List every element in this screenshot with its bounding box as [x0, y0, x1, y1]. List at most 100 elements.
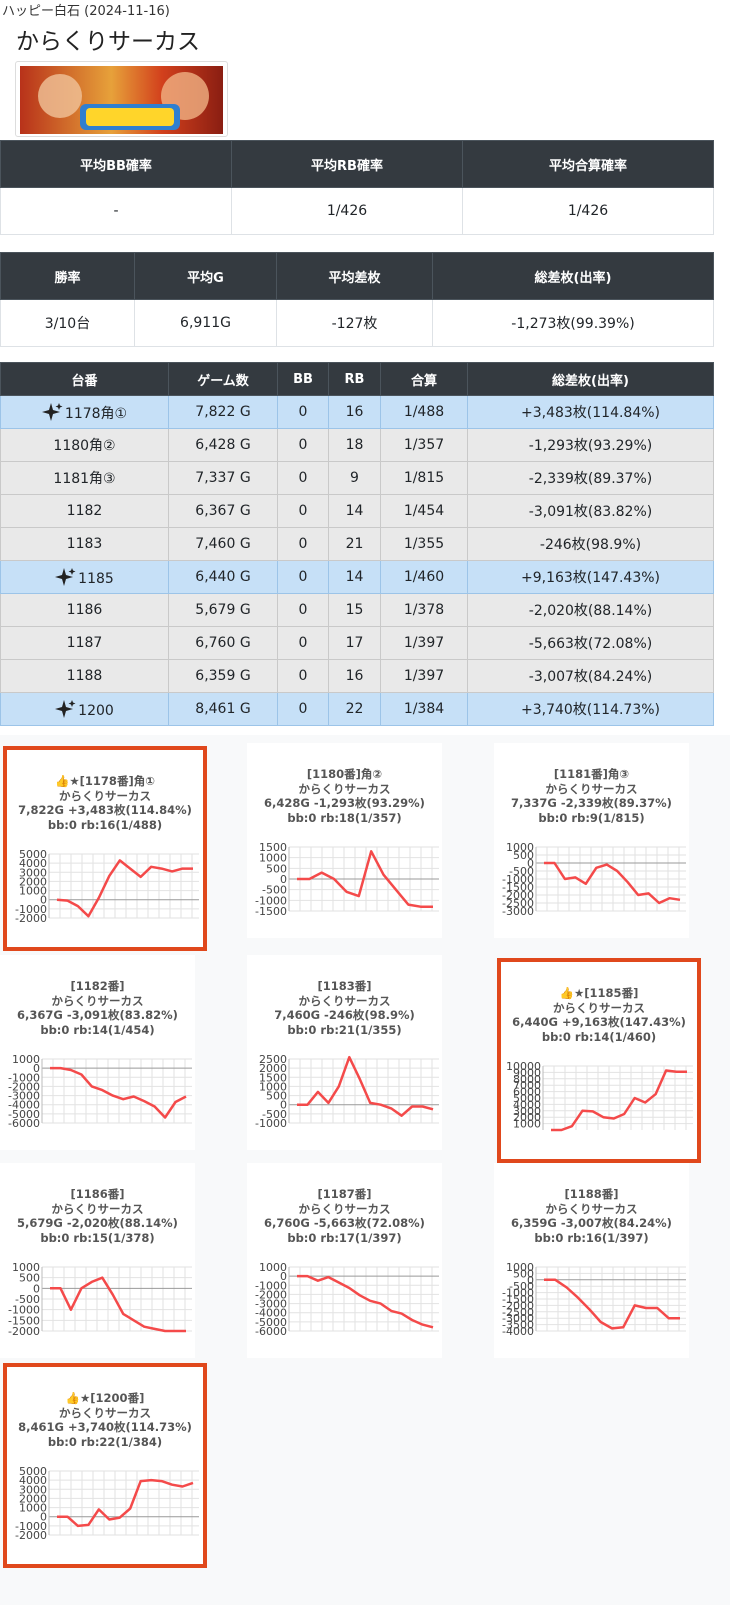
sparkle-shape [55, 700, 76, 718]
card-bb: bb:0 rb:14(1/460) [541, 1029, 657, 1044]
cell-text: 1/357 [403, 437, 445, 453]
y-tick-label: 5000 [513, 1092, 541, 1105]
card-title: [1182番] [70, 979, 125, 993]
data-row: 1181角③ 7,337 G 0 9 1/815 -2,339枚(89.37%) [0, 461, 714, 495]
data-row: 1178角① 7,822 G 0 16 1/488 +3,483枚(114.84%) [0, 395, 714, 429]
data-cell: 3/10台 [0, 299, 135, 347]
card-bb: bb:0 rb:14(1/454) [40, 1022, 155, 1037]
cell-text: 1/384 [403, 701, 445, 717]
y-tick-label: 1000 [259, 1080, 287, 1093]
y-tick-label: -1500 [255, 905, 287, 918]
cell-text: 1188 [66, 668, 103, 684]
data-cell: 7,460 G [168, 527, 278, 561]
data-cell: -2,339枚(89.37%) [467, 461, 714, 495]
header-cell: 平均RB確率 [231, 140, 463, 188]
cell-text: 0 [298, 602, 308, 618]
data-cell: 0 [277, 461, 329, 495]
y-tick-label: 0 [527, 857, 534, 870]
card-title: [1183番] [317, 979, 372, 993]
machine-card: [1187番] からくりサーカス 6,760G -5,663枚(72.08%) bb:… [247, 1163, 442, 1358]
card-subtitle: からくりサーカス [545, 781, 638, 796]
cell-text: 21 [345, 536, 364, 552]
cell-text: 1187 [66, 635, 103, 651]
card-stats: 7,337G -2,339枚(89.37%) [511, 796, 672, 810]
cell-text: 22 [345, 701, 364, 717]
cell-text: +3,483枚(114.84%) [520, 405, 661, 421]
y-tick-label: -500 [262, 1108, 287, 1121]
y-tick-label: 0 [280, 1099, 287, 1112]
data-cell: 22 [328, 692, 381, 726]
y-tick-label: 1000 [506, 841, 534, 854]
data-cell: 6,760 G [168, 626, 278, 660]
card-subtitle: からくりサーカス [298, 781, 391, 796]
y-tick-label: -3500 [502, 1319, 534, 1332]
machine-card: [1186番] からくりサーカス 5,679G -2,020枚(88.14%) bb:… [0, 1163, 195, 1358]
y-tick-label: 4000 [513, 1098, 541, 1111]
y-tick-label: -2000 [8, 1080, 40, 1093]
cell-text: 15 [345, 602, 364, 618]
y-tick-label: -3000 [255, 1298, 287, 1311]
line-series [551, 1069, 687, 1132]
cell-text: 1/815 [403, 470, 445, 486]
y-tick-label: 0 [280, 873, 287, 886]
card-bb: bb:0 rb:22(1/384) [47, 1434, 163, 1449]
machine-card: [1188番] からくりサーカス 6,359G -3,007枚(84.24%) bb:… [494, 1163, 689, 1358]
cell-text: 6,359 G [195, 668, 251, 684]
y-tick-label: 6000 [513, 1086, 541, 1099]
machine-card: 👍★[1185番] からくりサーカス 6,440G +9,163枚(147.43%)… [497, 958, 701, 1163]
card-stats: 7,460G -246枚(98.9%) [274, 1008, 415, 1022]
y-tick-label: -4000 [8, 1099, 40, 1112]
y-tick-label: 500 [266, 862, 287, 875]
data-cell: 0 [277, 626, 329, 660]
y-tick-label: 1000 [12, 1053, 40, 1066]
cell-text: 1/460 [403, 569, 445, 585]
header-cell: 台番 [0, 362, 169, 396]
cell-text: -3,007枚(84.24%) [528, 669, 653, 685]
data-cell: 7,337 G [168, 461, 278, 495]
y-tick-label: -2500 [502, 1306, 534, 1319]
cell-text: 1/426 [326, 203, 368, 219]
y-tick-label: 2000 [19, 1492, 47, 1505]
header-cell: 平均BB確率 [0, 140, 232, 188]
cell-text: 1200 [78, 703, 114, 719]
data-cell: 1/355 [380, 527, 468, 561]
data-cell: 17 [328, 626, 381, 660]
data-cell: 1/426 [462, 187, 714, 235]
header-cell: 平均G [134, 252, 277, 300]
y-tick-label: -500 [509, 865, 534, 878]
data-cell: 8,461 G [168, 692, 278, 726]
card-title: [1180番]角② [306, 767, 383, 781]
header-row: 台番 ゲーム数 BB RB 合算 総差枚(出率) [0, 362, 714, 396]
data-row: 1180角② 6,428 G 0 18 1/357 -1,293枚(93.29%) [0, 428, 714, 462]
data-cell: -127枚 [276, 299, 433, 347]
cell-text: 6,428 G [195, 437, 251, 453]
data-cell: -5,663枚(72.08%) [467, 626, 714, 660]
data-cell: 16 [328, 395, 381, 429]
data-cell: 1182 [0, 494, 169, 528]
data-cell: 5,679 G [168, 593, 278, 627]
cell-text: -2,020枚(88.14%) [528, 603, 653, 619]
card-title: [1188番] [564, 1187, 619, 1201]
sparkle-icon [55, 700, 76, 718]
data-cell: 1/384 [380, 692, 468, 726]
y-tick-label: -3000 [8, 1090, 40, 1103]
card-title: 👍★[1185番] [559, 986, 639, 1000]
cell-text: 0 [298, 569, 308, 585]
y-tick-label: -5000 [255, 1316, 287, 1329]
y-tick-label: 8000 [513, 1073, 541, 1086]
data-cell: -3,007枚(84.24%) [467, 659, 714, 693]
cell-text: 0 [298, 404, 308, 420]
y-tick-label: 0 [40, 1511, 47, 1524]
y-tick-label: -1000 [8, 1304, 40, 1317]
card-title: 👍★[1178番]角① [55, 774, 155, 788]
y-tick-label: -2000 [502, 1299, 534, 1312]
y-tick-label: -1000 [255, 1279, 287, 1292]
data-cell: 1200 [0, 692, 169, 726]
sparkle-icon [55, 568, 76, 586]
mini-chart: 10005000-500-1000-1500-2000-2500-3000-35… [502, 1261, 686, 1338]
